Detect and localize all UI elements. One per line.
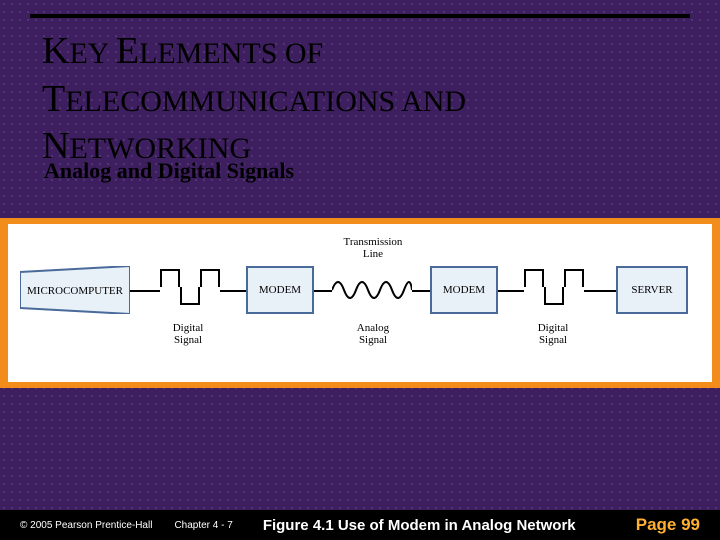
t2a: T: [42, 78, 65, 120]
header-rule: [30, 14, 690, 18]
modem1-text: MODEM: [259, 284, 301, 296]
t1c: E: [116, 30, 139, 72]
server-box: SERVER: [616, 266, 688, 314]
figure-caption: Figure 4.1 Use of Modem in Analog Networ…: [263, 517, 576, 534]
sqwave-1c: [200, 269, 220, 287]
wire-3: [498, 290, 524, 292]
sqwave-2c: [564, 269, 584, 287]
wire-1b: [220, 290, 246, 292]
figure: MICROCOMPUTER MODEM MODEM SERVER Transmi…: [8, 224, 712, 382]
t1d: LEMENTS OF: [139, 37, 323, 70]
ana-label: AnalogSignal: [348, 322, 398, 346]
page-title: KEY ELEMENTS OF TELECOMMUNICATIONS AND N…: [42, 28, 690, 171]
dig2-label: DigitalSignal: [528, 322, 578, 346]
wire-1: [130, 290, 160, 292]
chapter: Chapter 4 - 7: [174, 520, 232, 531]
modem1-box: MODEM: [246, 266, 314, 314]
trans-label: TransmissionLine: [338, 236, 408, 260]
sqwave-2a: [524, 269, 544, 287]
wire-2b: [412, 290, 430, 292]
wire-3b: [584, 290, 616, 292]
modem2-box: MODEM: [430, 266, 498, 314]
sqwave-2b: [544, 287, 564, 305]
modem2-text: MODEM: [443, 284, 485, 296]
t2b: ELECOMMUNICATIONS AND: [65, 85, 466, 118]
wire-2: [314, 290, 332, 292]
dig1-label: DigitalSignal: [163, 322, 213, 346]
micro-text: MICROCOMPUTER: [27, 285, 124, 297]
sine-wave: [332, 274, 412, 306]
sqwave-1b: [180, 287, 200, 305]
figure-frame: MICROCOMPUTER MODEM MODEM SERVER Transmi…: [0, 218, 720, 388]
t1b: EY: [69, 37, 115, 70]
footer: © 2005 Pearson Prentice-Hall Chapter 4 -…: [0, 510, 720, 540]
subtitle: Analog and Digital Signals: [44, 158, 294, 184]
t1a: K: [42, 30, 69, 72]
sqwave-1a: [160, 269, 180, 287]
page-number: Page 99: [636, 515, 700, 535]
copyright: © 2005 Pearson Prentice-Hall: [20, 520, 152, 531]
micro-box: MICROCOMPUTER: [20, 266, 130, 314]
server-text: SERVER: [631, 284, 672, 296]
